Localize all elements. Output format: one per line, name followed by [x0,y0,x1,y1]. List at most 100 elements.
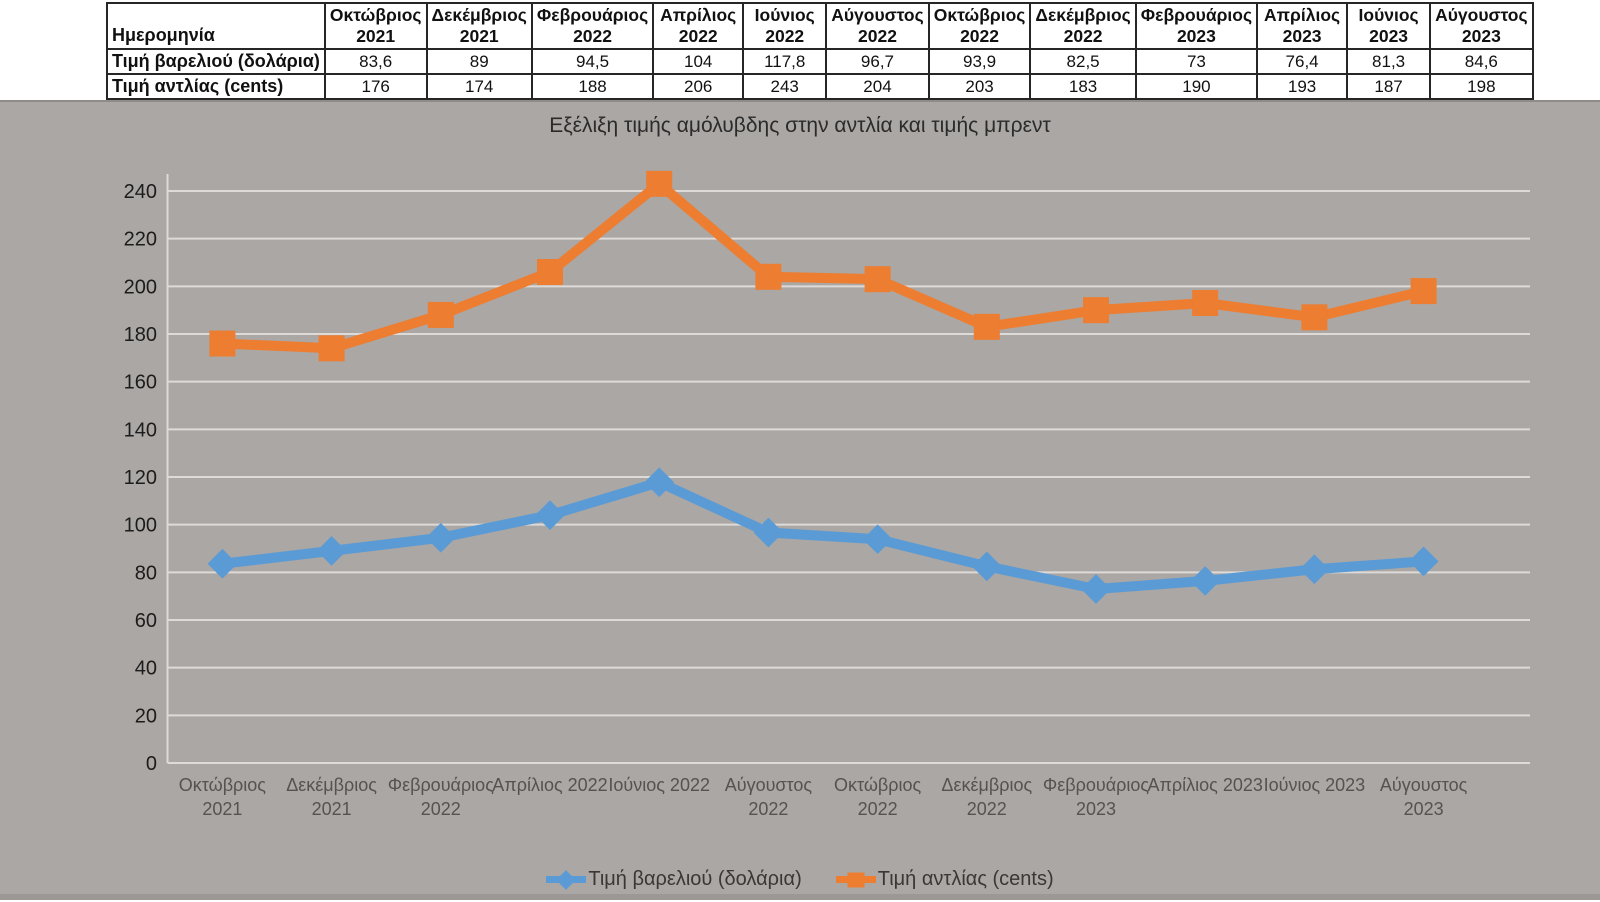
x-tick-label-5: Αύγουστος [725,775,813,795]
value-cell-r1-c3[interactable]: 206 [652,73,745,100]
marker-diamond-s0-p5 [753,517,784,548]
x-tick-label-0: Οκτώβριος [179,775,267,795]
marker-diamond-s0-p6 [862,524,893,555]
x-tick-label-10: Ιούνιος 2023 [1264,775,1366,795]
legend-diamond-marker-icon [546,869,587,890]
value-cell-r1-c9[interactable]: 193 [1256,73,1349,100]
legend-label-0: Τιμή βαρελιού (δολάρια) [588,868,802,890]
x-tick-label-year-0: 2021 [202,799,242,819]
marker-square-s1-p11 [1410,278,1437,305]
month-header-cell-2[interactable]: Φεβρουάριος 2022 [530,2,655,50]
marker-square-s1-p5 [755,263,782,290]
y-tick-label-100: 100 [124,515,157,537]
value-cell-r0-c10[interactable]: 81,3 [1346,48,1432,75]
marker-square-s1-p8 [1083,297,1109,324]
value-cell-r1-c10[interactable]: 187 [1346,73,1432,100]
value-cell-r0-c9[interactable]: 76,4 [1256,48,1349,75]
y-tick-label-120: 120 [124,467,157,489]
y-tick-label-160: 160 [124,372,157,394]
month-header-cell-9[interactable]: Απρίλιος 2023 [1256,2,1349,50]
y-tick-label-60: 60 [135,610,157,632]
y-tick-label-0: 0 [146,753,157,775]
x-tick-label-6: Οκτώβριος [834,775,922,795]
x-tick-label-year-7: 2022 [967,799,1007,819]
value-cell-r0-c6[interactable]: 93,9 [927,48,1032,75]
date-header-cell[interactable]: Ημερομηνία [106,2,326,50]
marker-diamond-s0-p4 [644,467,675,498]
value-cell-r1-c5[interactable]: 204 [825,73,930,100]
x-tick-label-7: Δεκέμβριος [941,775,1032,795]
x-tick-label-3: Απρίλιος 2022 [492,775,607,795]
x-tick-label-year-6: 2022 [858,799,898,819]
value-cell-r0-c11[interactable]: 84,6 [1429,48,1534,75]
x-tick-label-year-5: 2022 [748,799,788,819]
row-label-cell-1[interactable]: Τιμή αντλίας (cents) [106,73,326,100]
month-header-cell-4[interactable]: Ιούνιος 2022 [742,2,828,50]
value-cell-r1-c4[interactable]: 243 [742,73,828,100]
x-tick-label-4: Ιούνιος 2022 [608,775,710,795]
y-tick-label-40: 40 [135,658,157,680]
value-cell-r1-c0[interactable]: 176 [323,73,428,100]
month-header-cell-11[interactable]: Αύγουστος 2023 [1429,2,1534,50]
spreadsheet-table: Ημερομηνία Οκτώβριος 2021 Δεκέμβριος 2021 Φεβ… [106,2,1534,100]
x-tick-label-2: Φεβρουάριος [388,775,494,795]
x-tick-label-year-11: 2023 [1404,799,1444,819]
y-tick-label-220: 220 [124,229,157,251]
marker-diamond-s0-p9 [1190,566,1221,596]
series-line-1 [217,178,1429,354]
value-cell-r0-c3[interactable]: 104 [652,48,745,75]
month-header-cell-0[interactable]: Οκτώβριος 2021 [323,2,428,50]
y-tick-label-240: 240 [124,181,157,203]
legend-item-1: Τιμή αντλίας (cents) [835,868,1054,891]
y-tick-label-80: 80 [135,562,157,584]
marker-square-s1-p2 [427,301,454,328]
month-header-cell-5[interactable]: Αύγουστος 2022 [825,2,930,50]
table-row: Τιμή βαρελιού (δολάρια) 83,6 89 94,5 104 117,… [106,48,1534,75]
marker-square-s1-p6 [864,266,891,293]
series-line-0 [217,477,1429,595]
marker-diamond-s0-p10 [1299,554,1330,585]
row-label-cell-0[interactable]: Τιμή βαρελιού (δολάρια) [106,48,326,75]
value-cell-r0-c1[interactable]: 89 [425,48,533,75]
month-header-cell-8[interactable]: Φεβρουάριος 2023 [1134,2,1259,50]
chart-title: Εξέλιξη τιμής αμόλυβδης στην αντλία και … [549,114,1051,137]
x-tick-label-year-1: 2021 [312,799,352,819]
marker-diamond-s0-p7 [971,551,1002,582]
line-plot: 0 20 40 60 80 100 120 140 160 180 200 220 240 Οκτώβρι… [124,170,1530,819]
value-cell-r0-c4[interactable]: 117,8 [742,48,828,75]
month-header-cell-1[interactable]: Δεκέμβριος 2021 [425,2,533,50]
table-header-row: Ημερομηνία Οκτώβριος 2021 Δεκέμβριος 2021 Φεβ… [106,2,1534,50]
month-header-cell-6[interactable]: Οκτώβριος 2022 [927,2,1032,50]
value-cell-r1-c11[interactable]: 198 [1429,73,1534,100]
x-tick-label-year-8: 2023 [1076,799,1116,819]
value-cell-r0-c5[interactable]: 96,7 [825,48,930,75]
y-tick-label-200: 200 [124,276,157,298]
marker-diamond-s0-p1 [316,536,347,566]
value-cell-r0-c8[interactable]: 73 [1134,48,1259,75]
marker-diamond-s0-p2 [425,522,456,553]
y-tick-label-180: 180 [124,324,157,346]
legend-marker-shape [556,869,577,890]
chart-bottom-edge [0,894,1600,900]
x-tick-label-11: Αύγουστος [1380,775,1468,795]
value-cell-r1-c6[interactable]: 203 [927,73,1032,100]
value-cell-r1-c2[interactable]: 188 [530,73,655,100]
value-cell-r1-c8[interactable]: 190 [1134,73,1259,100]
chart-area[interactable]: Εξέλιξη τιμής αμόλυβδης στην αντλία και … [0,100,1600,900]
legend-label-1: Τιμή αντλίας (cents) [877,868,1054,890]
value-cell-r0-c2[interactable]: 94,5 [530,48,655,75]
month-header-cell-3[interactable]: Απρίλιος 2022 [652,2,745,50]
legend-square-marker-icon [835,872,876,887]
value-cell-r1-c7[interactable]: 183 [1029,73,1137,100]
month-header-cell-7[interactable]: Δεκέμβριος 2022 [1029,2,1137,50]
x-tick-label-9: Απρίλιος 2023 [1147,775,1262,795]
value-cell-r0-c0[interactable]: 83,6 [323,48,428,75]
table-row: Τιμή αντλίας (cents) 176 174 188 206 243 204 20… [106,73,1534,100]
value-cell-r0-c7[interactable]: 82,5 [1029,48,1137,75]
marker-square-s1-p0 [209,330,236,357]
value-cell-r1-c1[interactable]: 174 [425,73,533,100]
month-header-cell-10[interactable]: Ιούνιος 2023 [1346,2,1432,50]
x-tick-label-year-2: 2022 [421,799,461,819]
x-tick-label-8: Φεβρουάριος [1043,775,1149,795]
marker-square-s1-p3 [537,259,563,286]
